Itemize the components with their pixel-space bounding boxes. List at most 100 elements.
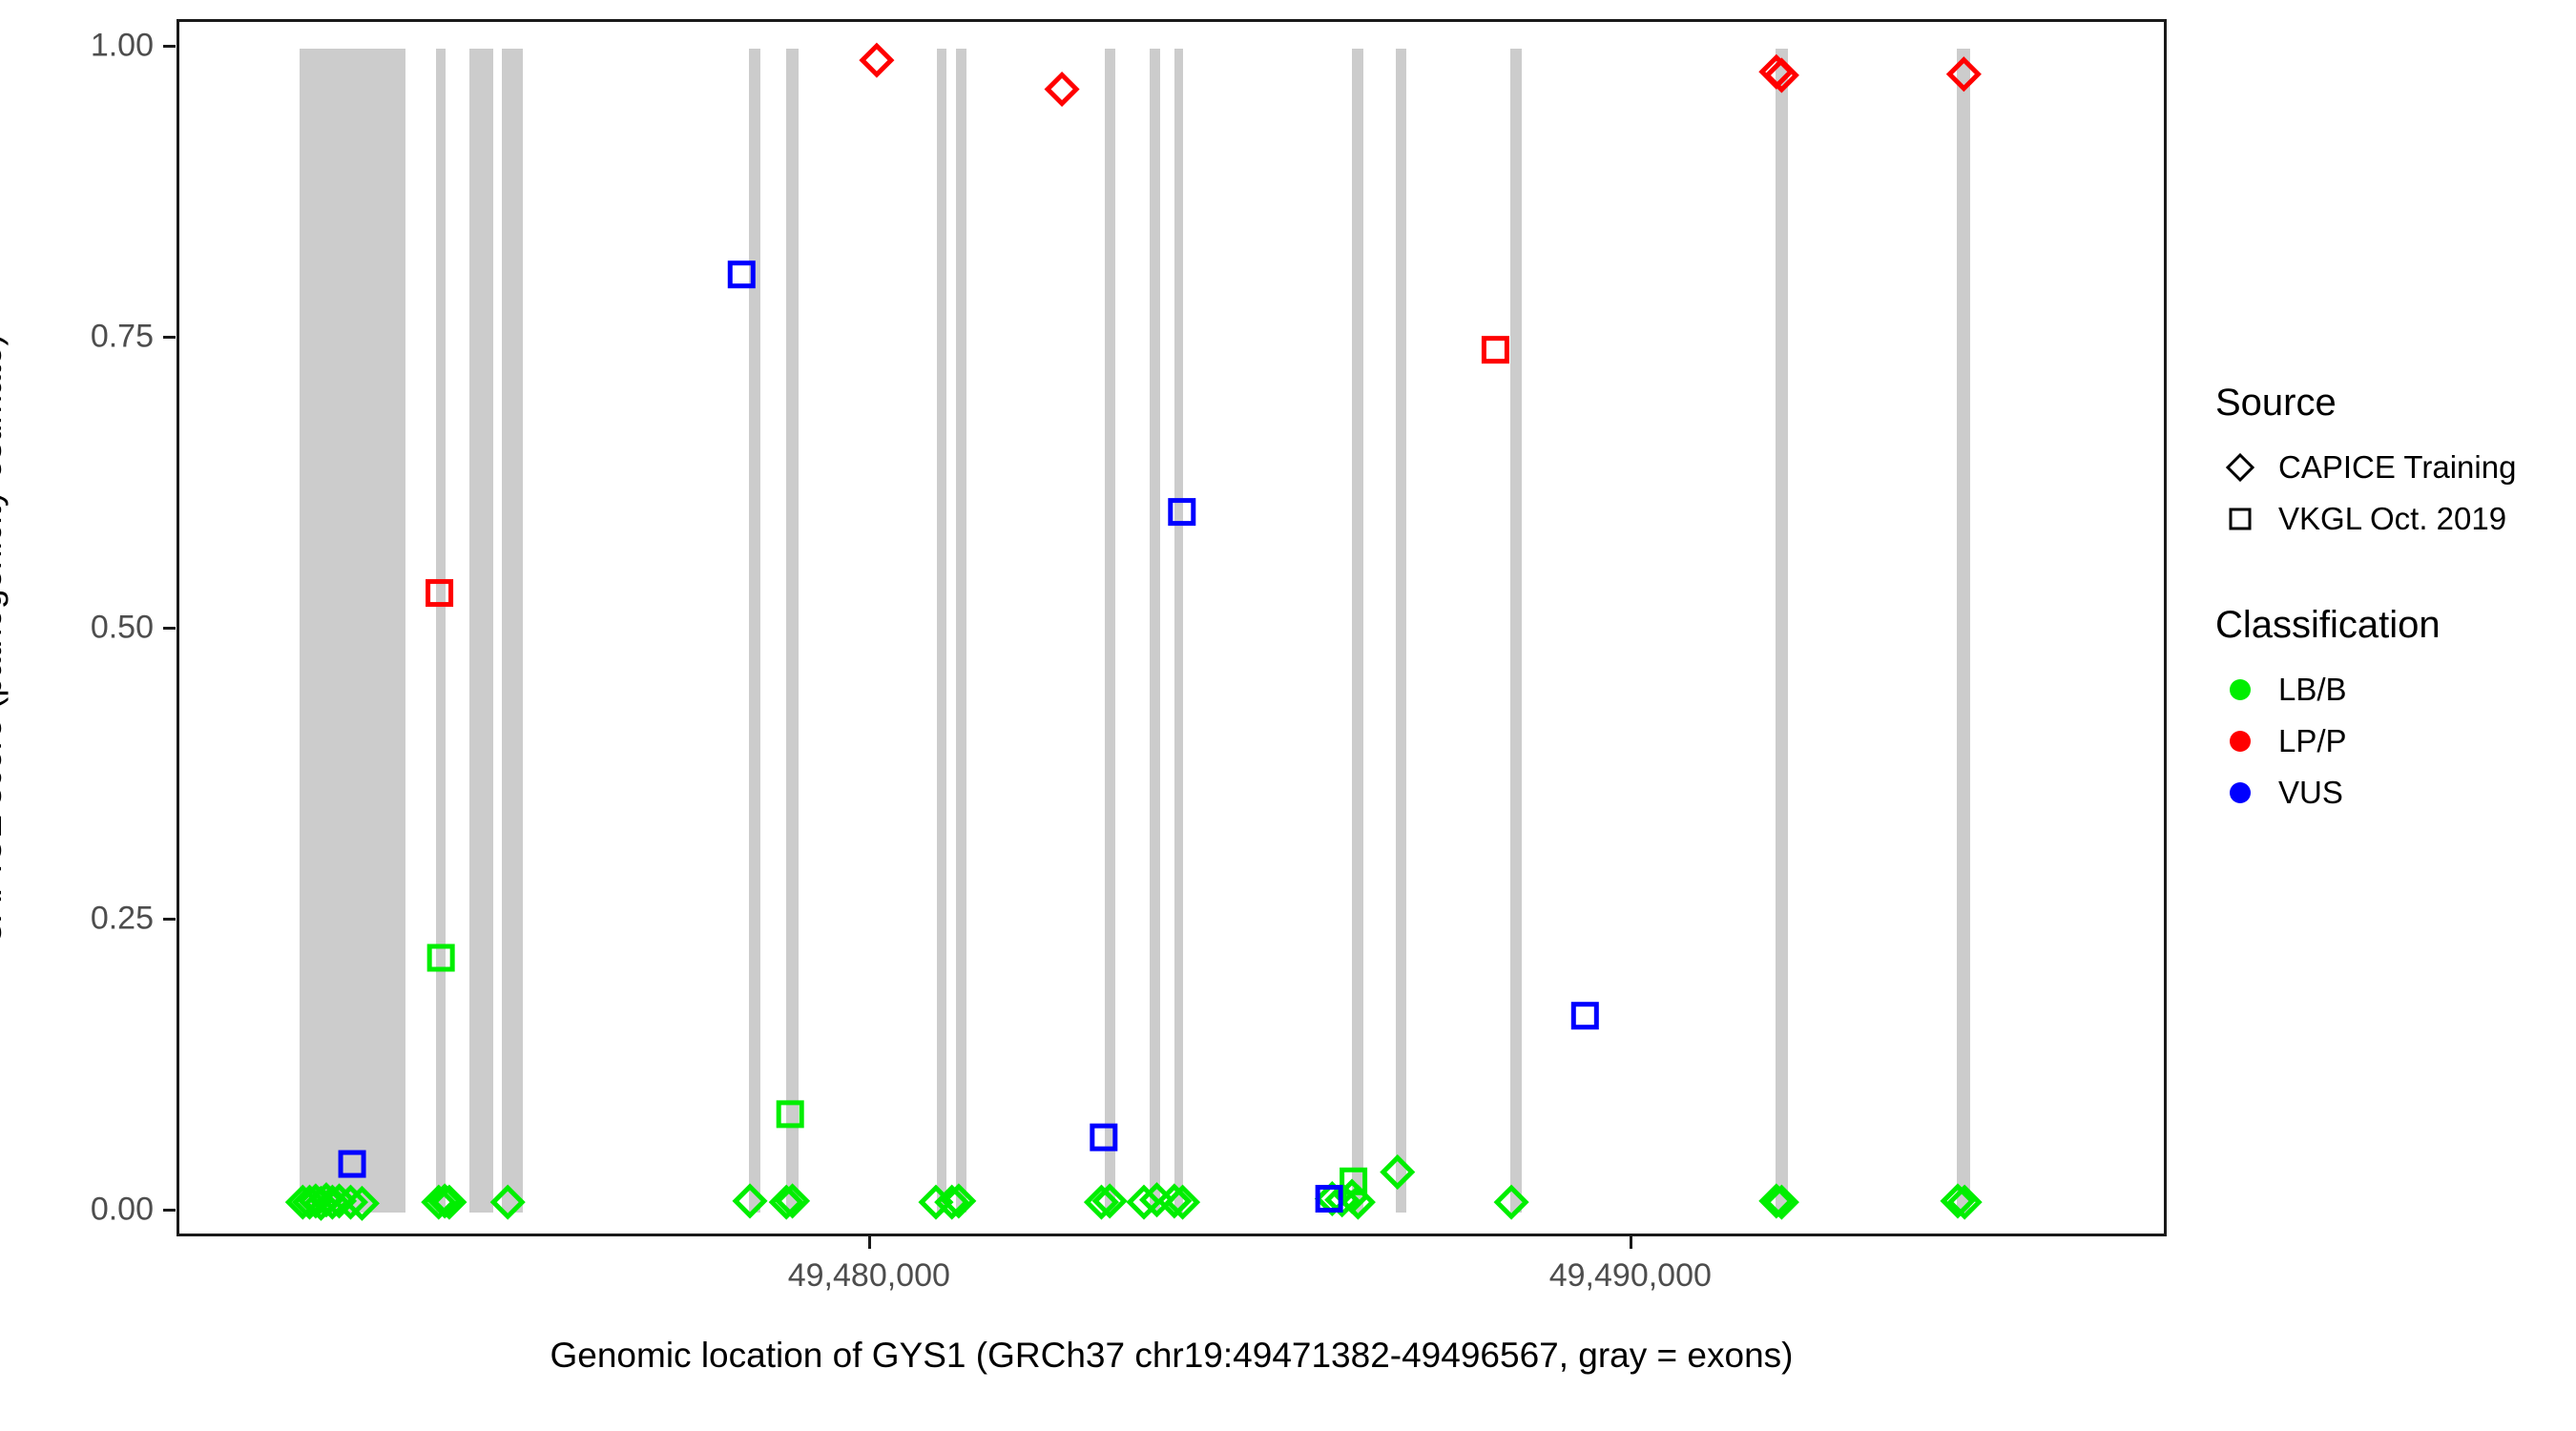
legend-label: LP/P (2278, 723, 2347, 758)
exon-band (1395, 49, 1407, 1213)
y-axis-tick-mark (163, 627, 176, 630)
exon-band (1150, 49, 1161, 1213)
legend-spacer (2213, 545, 2557, 604)
data-point-diamond (1946, 1184, 1983, 1220)
exon-band (1776, 49, 1788, 1213)
legend-label: VKGL Oct. 2019 (2278, 501, 2507, 536)
legend-item-source[interactable]: VKGL Oct. 2019 (2213, 493, 2557, 545)
x-axis-tick-label: 49,480,000 (787, 1257, 950, 1294)
data-point-diamond (332, 1184, 369, 1220)
data-point-diamond (322, 1183, 358, 1219)
data-point-square (1340, 1167, 1368, 1195)
data-point-diamond (1940, 1183, 1976, 1219)
data-point-diamond (732, 1183, 768, 1219)
data-point-square (338, 1150, 366, 1178)
exon-band (1509, 49, 1522, 1213)
x-axis-label: Genomic location of GYS1 (GRCh37 chr19:4… (550, 1336, 1794, 1375)
data-point-diamond (308, 1182, 344, 1218)
circle-icon (2230, 782, 2251, 803)
exon-band (436, 49, 446, 1213)
y-axis-tick-label: 0.25 (90, 900, 154, 937)
data-point-diamond (941, 1183, 977, 1219)
exon-band (469, 49, 494, 1213)
legend-title-classification: Classification (2215, 604, 2441, 646)
data-point-diamond (775, 1183, 811, 1219)
exon-band (1956, 49, 1971, 1213)
legend-source-items: CAPICE Training VKGL Oct. 2019 (2213, 442, 2557, 545)
data-point-diamond (1763, 57, 1799, 93)
circle-icon (2230, 731, 2251, 752)
exon-band (502, 49, 524, 1213)
plot-panel (177, 19, 2167, 1236)
data-point-diamond (1380, 1154, 1416, 1191)
legend-key (2213, 774, 2267, 812)
data-point-square (1481, 336, 1509, 364)
exon-band (1105, 49, 1116, 1213)
legend-label: CAPICE Training (2278, 449, 2517, 485)
data-point-square (1570, 1002, 1599, 1030)
exon-band (1174, 49, 1184, 1213)
legend-label: LB/B (2278, 672, 2347, 707)
legend-item-classification[interactable]: VUS (2213, 767, 2557, 819)
y-axis-tick-mark (163, 45, 176, 49)
legend-classification-items: LB/B LP/P VUS (2213, 664, 2557, 819)
exon-band (786, 49, 800, 1213)
exon-band (749, 49, 760, 1213)
data-point-diamond (291, 1184, 328, 1220)
legend-key (2213, 671, 2267, 709)
exon-band (955, 49, 966, 1213)
square-icon (2229, 508, 2252, 530)
data-point-diamond (1165, 1184, 1201, 1220)
exon-band (936, 49, 947, 1213)
data-point-diamond (1044, 71, 1080, 108)
data-point-diamond (431, 1184, 467, 1220)
data-point-diamond (1091, 1183, 1128, 1219)
data-point-diamond (859, 42, 895, 78)
y-axis-tick-mark (163, 917, 176, 921)
data-point-diamond (1945, 56, 1982, 93)
y-axis-tick-mark (163, 336, 176, 340)
data-point-diamond (1758, 1183, 1795, 1219)
legend-item-classification[interactable]: LP/P (2213, 716, 2557, 767)
legend-key (2213, 500, 2267, 538)
legend-item-source[interactable]: CAPICE Training (2213, 442, 2557, 493)
data-point-diamond (1126, 1184, 1162, 1220)
legend-key (2213, 448, 2267, 487)
y-axis-tick-label: 1.00 (90, 27, 154, 64)
data-point-diamond (489, 1184, 526, 1220)
data-point-diamond (426, 1183, 463, 1219)
data-point-diamond (1340, 1184, 1376, 1220)
data-point-square (776, 1100, 804, 1129)
legend-key (2213, 722, 2267, 760)
data-point-diamond (343, 1185, 380, 1221)
x-axis-tick-label: 49,490,000 (1548, 1257, 1712, 1294)
data-point-diamond (768, 1184, 804, 1220)
data-point-diamond (1763, 1184, 1799, 1220)
diamond-icon (2225, 452, 2255, 483)
x-axis-tick-mark (867, 1236, 871, 1249)
y-axis-tick-label: 0.75 (90, 318, 154, 355)
y-axis-tick-label: 0.50 (90, 609, 154, 646)
data-point-diamond (1083, 1184, 1119, 1220)
data-point-diamond (934, 1184, 970, 1220)
data-point-diamond (421, 1184, 457, 1220)
data-point-square (426, 579, 454, 608)
legend-item-classification[interactable]: LB/B (2213, 664, 2557, 716)
y-axis-tick-label: 0.00 (90, 1191, 154, 1228)
exon-band (299, 49, 405, 1213)
exon-band (1351, 49, 1364, 1213)
legend: Source CAPICE Training VKGL Oct. 2019 Cla… (2213, 382, 2557, 819)
circle-icon (2230, 679, 2251, 700)
data-point-square (426, 944, 455, 972)
data-point-layer (284, 42, 1983, 1221)
data-point-square (1090, 1123, 1118, 1151)
x-axis-tick-mark (1629, 1236, 1632, 1249)
y-axis-tick-mark (163, 1208, 176, 1212)
data-point-diamond (1493, 1184, 1529, 1220)
data-point-square (727, 260, 756, 289)
legend-label: VUS (2278, 775, 2343, 810)
data-point-square (1315, 1185, 1343, 1213)
data-point-diamond (1156, 1183, 1193, 1219)
legend-title-source: Source (2215, 382, 2337, 424)
